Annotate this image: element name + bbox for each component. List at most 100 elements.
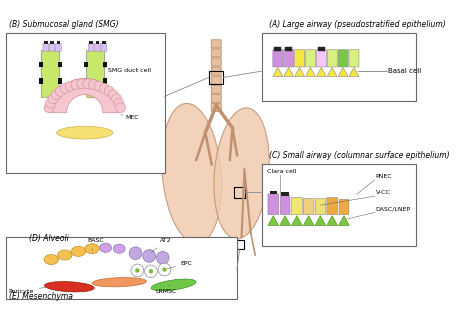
Circle shape bbox=[136, 268, 139, 272]
FancyBboxPatch shape bbox=[268, 194, 279, 215]
Polygon shape bbox=[327, 68, 337, 76]
Polygon shape bbox=[280, 216, 291, 226]
Text: Pericyte: Pericyte bbox=[9, 287, 46, 294]
Bar bbox=[38, 62, 43, 68]
Polygon shape bbox=[327, 216, 337, 226]
Bar bbox=[38, 78, 43, 84]
Circle shape bbox=[65, 81, 75, 91]
Text: Clara cell: Clara cell bbox=[267, 170, 296, 174]
FancyBboxPatch shape bbox=[316, 198, 325, 215]
Circle shape bbox=[104, 86, 114, 96]
Text: EPC: EPC bbox=[167, 261, 193, 269]
FancyBboxPatch shape bbox=[327, 50, 337, 67]
Polygon shape bbox=[292, 216, 302, 226]
Text: (C) Small airway (columnar surface epithelium): (C) Small airway (columnar surface epith… bbox=[269, 151, 449, 160]
Ellipse shape bbox=[162, 103, 222, 243]
Ellipse shape bbox=[57, 126, 113, 139]
Bar bbox=[102, 41, 106, 44]
FancyBboxPatch shape bbox=[211, 58, 221, 66]
Bar bbox=[235, 240, 244, 249]
Ellipse shape bbox=[57, 250, 72, 260]
Bar bbox=[209, 71, 223, 84]
Bar bbox=[57, 78, 62, 84]
Bar bbox=[84, 78, 88, 84]
Bar bbox=[285, 48, 292, 51]
FancyBboxPatch shape bbox=[211, 94, 221, 102]
Bar bbox=[6, 33, 164, 173]
FancyBboxPatch shape bbox=[41, 50, 59, 97]
Ellipse shape bbox=[44, 255, 58, 265]
Circle shape bbox=[108, 90, 118, 100]
Bar bbox=[270, 191, 277, 194]
Polygon shape bbox=[349, 68, 359, 76]
Bar bbox=[103, 78, 108, 84]
FancyBboxPatch shape bbox=[211, 40, 221, 48]
Circle shape bbox=[156, 251, 169, 264]
Ellipse shape bbox=[113, 244, 125, 253]
Bar bbox=[274, 48, 282, 51]
Bar bbox=[263, 33, 417, 101]
Text: (A) Large airway (pseudostratified epithelium): (A) Large airway (pseudostratified epith… bbox=[269, 20, 446, 29]
Bar bbox=[96, 41, 99, 44]
FancyBboxPatch shape bbox=[339, 199, 349, 215]
Ellipse shape bbox=[100, 243, 111, 252]
Polygon shape bbox=[273, 68, 283, 76]
Ellipse shape bbox=[214, 108, 269, 239]
Circle shape bbox=[116, 103, 126, 113]
Polygon shape bbox=[305, 68, 315, 76]
Circle shape bbox=[163, 268, 166, 271]
Bar bbox=[263, 165, 417, 246]
Bar bbox=[89, 41, 93, 44]
Polygon shape bbox=[316, 68, 326, 76]
Bar bbox=[234, 187, 245, 198]
FancyBboxPatch shape bbox=[305, 50, 315, 67]
Circle shape bbox=[149, 269, 153, 273]
FancyBboxPatch shape bbox=[284, 50, 294, 67]
Text: (E) Mesenchyma: (E) Mesenchyma bbox=[9, 292, 73, 301]
Circle shape bbox=[143, 249, 155, 262]
Circle shape bbox=[44, 103, 54, 113]
Bar bbox=[57, 62, 62, 68]
Ellipse shape bbox=[92, 278, 146, 287]
FancyBboxPatch shape bbox=[88, 44, 94, 51]
FancyBboxPatch shape bbox=[280, 196, 290, 215]
Bar bbox=[44, 41, 47, 44]
Circle shape bbox=[60, 83, 70, 94]
Bar bbox=[57, 41, 60, 44]
FancyBboxPatch shape bbox=[292, 197, 302, 215]
Polygon shape bbox=[315, 216, 326, 226]
Text: PNEC: PNEC bbox=[376, 174, 392, 179]
FancyBboxPatch shape bbox=[87, 50, 105, 97]
Polygon shape bbox=[338, 216, 349, 226]
Bar bbox=[282, 192, 289, 196]
Text: DASC/LNEP: DASC/LNEP bbox=[376, 207, 411, 212]
Circle shape bbox=[48, 94, 58, 104]
Bar bbox=[6, 237, 237, 299]
Text: (D) Alveoli: (D) Alveoli bbox=[28, 234, 68, 243]
Circle shape bbox=[111, 94, 121, 104]
Polygon shape bbox=[338, 68, 348, 76]
Circle shape bbox=[145, 265, 157, 278]
Polygon shape bbox=[303, 216, 314, 226]
Bar bbox=[84, 62, 88, 68]
FancyBboxPatch shape bbox=[303, 198, 314, 215]
Circle shape bbox=[83, 79, 93, 89]
FancyBboxPatch shape bbox=[211, 49, 221, 57]
Circle shape bbox=[94, 81, 104, 91]
FancyBboxPatch shape bbox=[211, 103, 221, 111]
Text: V-CC: V-CC bbox=[376, 190, 391, 195]
FancyBboxPatch shape bbox=[327, 197, 337, 215]
Circle shape bbox=[46, 98, 55, 108]
FancyBboxPatch shape bbox=[211, 67, 221, 75]
Ellipse shape bbox=[151, 279, 196, 291]
Ellipse shape bbox=[85, 244, 99, 254]
Circle shape bbox=[89, 80, 99, 90]
Circle shape bbox=[55, 86, 65, 96]
Bar bbox=[318, 48, 325, 51]
Circle shape bbox=[51, 90, 61, 100]
Text: MEC: MEC bbox=[121, 114, 139, 120]
FancyBboxPatch shape bbox=[316, 50, 326, 67]
FancyBboxPatch shape bbox=[349, 50, 359, 67]
Bar bbox=[103, 62, 108, 68]
Polygon shape bbox=[268, 216, 279, 226]
